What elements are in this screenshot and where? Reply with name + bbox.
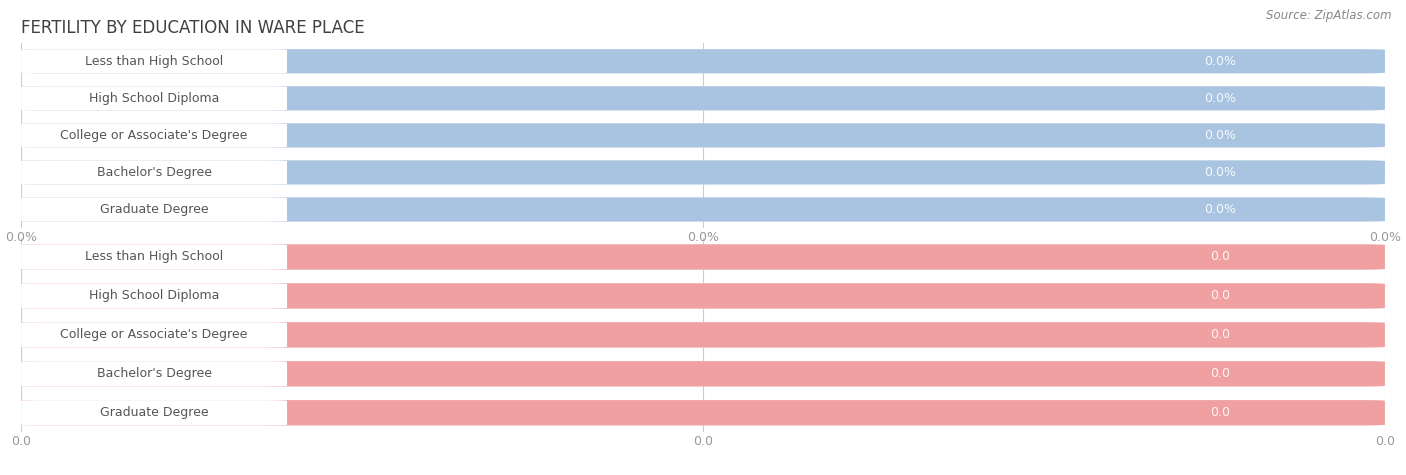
FancyBboxPatch shape <box>21 86 1385 110</box>
Text: 0.0%: 0.0% <box>1204 55 1236 68</box>
FancyBboxPatch shape <box>21 400 287 426</box>
FancyBboxPatch shape <box>21 198 1385 221</box>
FancyBboxPatch shape <box>21 124 1385 147</box>
Text: 0.0: 0.0 <box>1211 406 1230 419</box>
FancyBboxPatch shape <box>21 244 1385 270</box>
FancyBboxPatch shape <box>21 86 287 110</box>
FancyBboxPatch shape <box>21 400 1385 426</box>
FancyBboxPatch shape <box>21 322 1385 348</box>
Text: Bachelor's Degree: Bachelor's Degree <box>97 166 211 179</box>
FancyBboxPatch shape <box>21 322 287 348</box>
Text: 0.0: 0.0 <box>1211 250 1230 264</box>
Text: Source: ZipAtlas.com: Source: ZipAtlas.com <box>1267 10 1392 22</box>
FancyBboxPatch shape <box>21 283 287 309</box>
Text: Graduate Degree: Graduate Degree <box>100 406 208 419</box>
Text: 0.0%: 0.0% <box>1204 92 1236 105</box>
FancyBboxPatch shape <box>21 283 1385 309</box>
Text: 0.0%: 0.0% <box>1204 129 1236 142</box>
Text: College or Associate's Degree: College or Associate's Degree <box>60 328 247 342</box>
FancyBboxPatch shape <box>21 161 287 184</box>
Text: Less than High School: Less than High School <box>84 55 224 68</box>
FancyBboxPatch shape <box>21 198 1385 221</box>
Text: 0.0: 0.0 <box>1211 367 1230 380</box>
FancyBboxPatch shape <box>21 161 1385 184</box>
Text: Graduate Degree: Graduate Degree <box>100 203 208 216</box>
Text: High School Diploma: High School Diploma <box>89 289 219 303</box>
FancyBboxPatch shape <box>21 124 287 147</box>
Text: 0.0: 0.0 <box>1211 328 1230 342</box>
Text: 0.0%: 0.0% <box>1204 203 1236 216</box>
FancyBboxPatch shape <box>21 49 1385 73</box>
Text: 0.0: 0.0 <box>1211 289 1230 303</box>
FancyBboxPatch shape <box>21 361 1385 387</box>
FancyBboxPatch shape <box>21 124 1385 147</box>
FancyBboxPatch shape <box>21 400 1385 426</box>
FancyBboxPatch shape <box>21 361 287 387</box>
FancyBboxPatch shape <box>21 244 1385 270</box>
FancyBboxPatch shape <box>21 86 1385 110</box>
FancyBboxPatch shape <box>21 198 287 221</box>
FancyBboxPatch shape <box>21 49 287 73</box>
Text: High School Diploma: High School Diploma <box>89 92 219 105</box>
FancyBboxPatch shape <box>21 244 287 270</box>
FancyBboxPatch shape <box>21 322 1385 348</box>
FancyBboxPatch shape <box>21 361 1385 387</box>
Text: 0.0%: 0.0% <box>1204 166 1236 179</box>
FancyBboxPatch shape <box>21 283 1385 309</box>
Text: Bachelor's Degree: Bachelor's Degree <box>97 367 211 380</box>
Text: College or Associate's Degree: College or Associate's Degree <box>60 129 247 142</box>
Text: FERTILITY BY EDUCATION IN WARE PLACE: FERTILITY BY EDUCATION IN WARE PLACE <box>21 19 364 37</box>
FancyBboxPatch shape <box>21 161 1385 184</box>
Text: Less than High School: Less than High School <box>84 250 224 264</box>
FancyBboxPatch shape <box>21 49 1385 73</box>
